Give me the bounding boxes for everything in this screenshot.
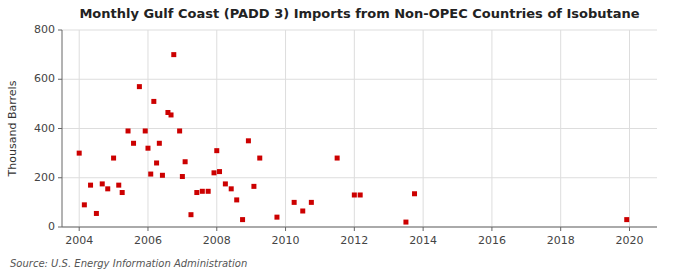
point (148, 172, 153, 177)
point (223, 181, 228, 186)
point (352, 192, 357, 197)
point (177, 128, 182, 133)
point (94, 211, 99, 216)
y-grid-line (62, 30, 657, 31)
y-tick (58, 227, 62, 228)
point (309, 200, 314, 205)
x-tick (285, 227, 286, 231)
y-grid-line (62, 128, 657, 129)
y-tick-label: 0 (48, 220, 55, 233)
x-tick (491, 227, 492, 231)
point (214, 148, 219, 153)
point (88, 183, 93, 188)
point (412, 191, 417, 196)
title: Monthly Gulf Coast (PADD 3) Imports from… (79, 6, 639, 21)
x-grid-line (285, 30, 286, 227)
x-grid-line (560, 30, 561, 227)
point (120, 190, 125, 195)
y-tick (58, 30, 62, 31)
y-tick (58, 177, 62, 178)
point (240, 217, 245, 222)
point (137, 84, 142, 89)
y-axis-label: Thousand Barrels (6, 80, 19, 177)
x-tick (354, 227, 355, 231)
point (229, 186, 234, 191)
x-tick (560, 227, 561, 231)
point (188, 212, 193, 217)
x-tick-label: 2014 (409, 234, 437, 247)
point (206, 189, 211, 194)
x-tick-label: 2010 (272, 234, 300, 247)
point (274, 215, 279, 220)
point (111, 156, 116, 161)
point (335, 156, 340, 161)
point (82, 202, 87, 207)
point (194, 190, 199, 195)
x-tick (79, 227, 80, 231)
point (217, 169, 222, 174)
y-tick-label: 800 (34, 23, 55, 36)
x-tick-label: 2004 (65, 234, 93, 247)
x-grid-line (79, 30, 80, 227)
point (160, 173, 165, 178)
point (154, 160, 159, 165)
point (169, 112, 174, 117)
point (116, 183, 121, 188)
point (200, 189, 205, 194)
x-grid-line (629, 30, 630, 227)
point (183, 159, 188, 164)
x-grid-line (491, 30, 492, 227)
x-tick (629, 227, 630, 231)
x-axis-line (62, 227, 657, 228)
point (131, 141, 136, 146)
point (145, 146, 150, 151)
y-tick-label: 200 (34, 171, 55, 184)
point (246, 138, 251, 143)
y-tick-label: 600 (34, 72, 55, 85)
x-tick (423, 227, 424, 231)
point (77, 151, 82, 156)
point (358, 192, 363, 197)
point (257, 156, 262, 161)
point (403, 220, 408, 225)
y-grid-line (62, 79, 657, 80)
x-tick (147, 227, 148, 231)
chart: 0 200 400 600 800 2004 2006 2008 2010 2012 2014 201… (0, 0, 675, 275)
y-tick (58, 79, 62, 80)
point (180, 174, 185, 179)
point (624, 217, 629, 222)
point (171, 52, 176, 57)
x-tick (216, 227, 217, 231)
x-tick-label: 2016 (478, 234, 506, 247)
point (251, 184, 256, 189)
x-tick-label: 2012 (340, 234, 368, 247)
points (77, 52, 630, 224)
y-tick-label: 400 (34, 122, 55, 135)
x-tick-label: 2020 (615, 234, 643, 247)
point (300, 208, 305, 213)
annotation: Source: U.S. Energy Information Administ… (10, 258, 247, 269)
ticks: 0 200 400 600 800 2004 2006 2008 2010 2012 2014 201… (34, 23, 643, 247)
point (105, 186, 110, 191)
point (151, 99, 156, 104)
grid (62, 30, 657, 227)
point (100, 181, 105, 186)
y-grid-line (62, 177, 657, 178)
point (234, 197, 239, 202)
point (126, 128, 131, 133)
x-tick-label: 2006 (134, 234, 162, 247)
point (143, 128, 148, 133)
x-tick-label: 2018 (547, 234, 575, 247)
point (157, 141, 162, 146)
x-grid-line (423, 30, 424, 227)
x-grid-line (216, 30, 217, 227)
point (212, 170, 217, 175)
y-grid-line (62, 227, 657, 228)
y-tick (58, 128, 62, 129)
x-tick-label: 2008 (203, 234, 231, 247)
point (292, 200, 297, 205)
